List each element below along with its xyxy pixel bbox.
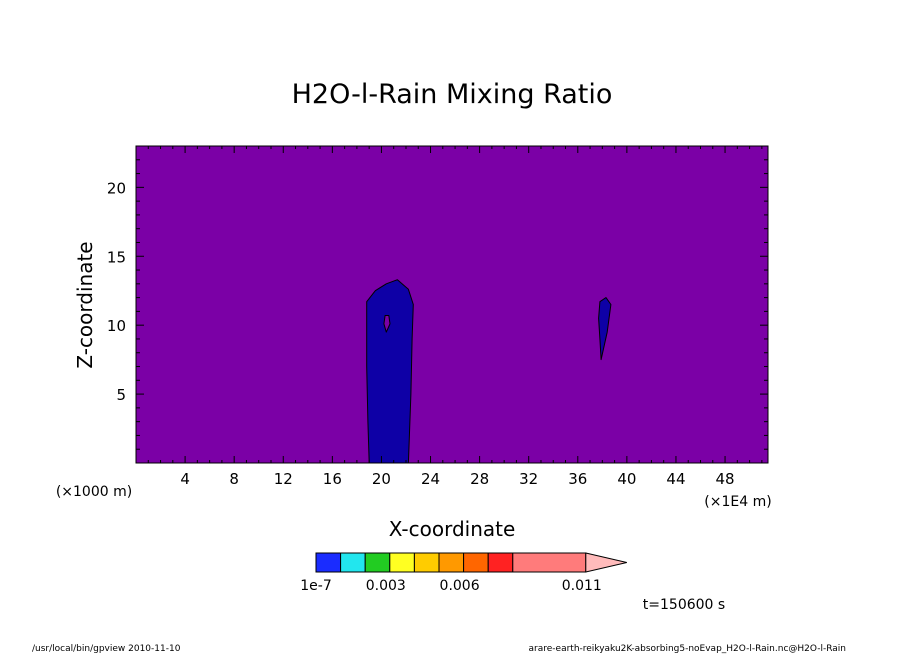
colorbar-label: 0.011 — [562, 578, 602, 594]
colorbar-swatch — [340, 552, 366, 573]
x-tick-label: 36 — [568, 470, 587, 488]
y-axis-label: Z-coordinate — [73, 241, 97, 368]
time-label: t=150600 s — [643, 597, 725, 613]
x-tick-label: 16 — [323, 470, 342, 488]
x-tick-label: 20 — [372, 470, 391, 488]
y-tick-label: 20 — [107, 179, 126, 197]
colorbar-label: 1e-7 — [300, 578, 331, 594]
y-tick-label: 10 — [107, 317, 126, 335]
x-tick-label: 4 — [180, 470, 190, 488]
colorbar-swatch — [364, 552, 391, 573]
colorbar-swatch — [413, 552, 440, 573]
colorbar-end-arrow — [585, 552, 627, 573]
colorbar: 1e-7 0.003 0.006 0.011 — [300, 552, 627, 594]
footer-right: arare-earth-reikyaku2K-absorbing5-noEvap… — [529, 644, 846, 654]
footer-left: /usr/local/bin/gpview 2010-11-10 — [32, 644, 181, 654]
x-tick-label: 32 — [519, 470, 538, 488]
colorbar-swatch — [438, 552, 465, 573]
colorbar-swatch — [315, 552, 342, 573]
y-unit-label: (×1000 m) — [56, 484, 132, 500]
plot-frame — [135, 145, 769, 464]
x-unit-label: (×1E4 m) — [704, 494, 771, 510]
x-tick-label: 8 — [229, 470, 239, 488]
colorbar-label: 0.003 — [366, 578, 406, 594]
plume-1-core-region — [383, 315, 391, 333]
plot-background — [136, 146, 768, 463]
x-tick-label: 28 — [470, 470, 489, 488]
chart-title: H2O-l-Rain Mixing Ratio — [292, 79, 613, 110]
colorbar-label: 0.006 — [440, 578, 480, 594]
x-tick-label: 48 — [716, 470, 735, 488]
y-tick-label: 15 — [107, 248, 126, 266]
x-tick-label: 12 — [274, 470, 293, 488]
colorbar-swatch-wide — [512, 552, 587, 573]
plume-2-region — [598, 297, 612, 361]
x-tick-label: 40 — [617, 470, 636, 488]
contour-regions — [366, 279, 612, 464]
x-tick-label: 44 — [666, 470, 685, 488]
colorbar-swatch — [389, 552, 415, 573]
x-tick-label: 24 — [421, 470, 440, 488]
y-tick-label: 5 — [116, 386, 126, 404]
colorbar-swatch — [487, 552, 514, 573]
x-axis-label: X-coordinate — [389, 517, 516, 541]
colorbar-swatch — [463, 552, 489, 573]
plume-1-region — [366, 279, 414, 464]
